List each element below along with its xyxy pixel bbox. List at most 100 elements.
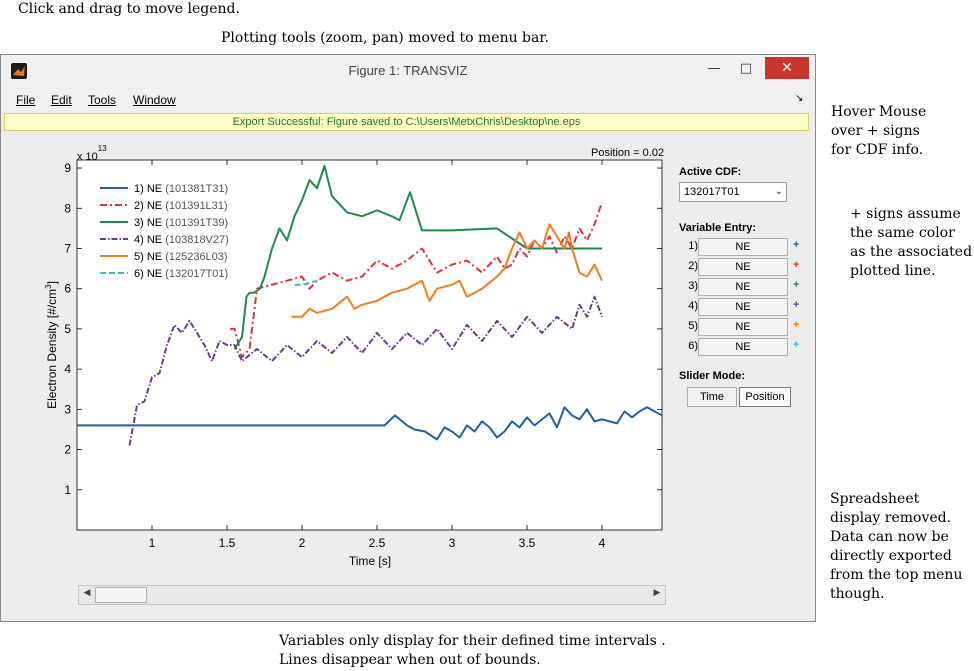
x-tick-label: 1.5 — [219, 536, 236, 550]
legend-entry-id: (101391T39) — [165, 217, 228, 229]
y-multiplier-exponent: 13 — [98, 144, 107, 153]
legend-entry-name: 3) NE — [134, 217, 165, 229]
y-tick-label: 1 — [64, 483, 71, 497]
time-mode-button[interactable]: Time — [687, 387, 737, 407]
menu-edit[interactable]: Edit — [51, 93, 72, 107]
variable-number: 2) — [688, 260, 698, 272]
annotation-plot-tools: Plotting tools (zoom, pan) moved to menu… — [221, 30, 549, 46]
legend-entry-name: 4) NE — [134, 234, 165, 246]
y-tick-label: 4 — [64, 362, 71, 376]
annotation-plus-line: + signs assume — [850, 206, 961, 222]
x-axis-label: Time [s] — [349, 554, 391, 568]
legend-entry: 2) NE (101391L31) — [134, 200, 228, 212]
legend-entry-id: (101381T31) — [165, 183, 228, 195]
annotation-legend-drag: Click and drag to move legend. — [18, 1, 240, 17]
window-title: Figure 1: TRANSVIZ — [348, 63, 468, 78]
variable-number: 6) — [688, 340, 698, 352]
variable-entry-button[interactable]: NE — [698, 338, 788, 356]
slider-thumb[interactable] — [95, 587, 147, 603]
annotation-spreadsheet-line: from the top menu — [830, 567, 963, 583]
menu-tools-label: Tools — [88, 93, 117, 107]
slider-right-arrow-icon[interactable]: ▶ — [653, 588, 661, 598]
annotation-spreadsheet-line: Spreadsheet — [830, 491, 920, 507]
annotation-variables-line: Variables only display for their defined… — [279, 633, 666, 649]
annotation-plus-line: plotted line. — [850, 263, 936, 279]
legend-entry: 1) NE (101381T31) — [134, 183, 228, 195]
chevron-down-icon: ⌄ — [774, 186, 783, 197]
annotation-hover: Hover Mouse over + signs for CDF info. — [831, 103, 926, 160]
x-tick-label: 2.5 — [369, 536, 386, 550]
y-axis-label-end: ] — [45, 281, 59, 284]
legend-entry-name: 6) NE — [134, 268, 165, 280]
y-multiplier-base: x 10 — [77, 151, 98, 163]
series-line-4 — [128, 295, 603, 446]
title-bar[interactable]: Figure 1: TRANSVIZ — □ ✕ — [1, 55, 815, 87]
position-slider[interactable]: ◀ ▶ — [78, 585, 666, 605]
variable-entry-label: Variable Entry: — [679, 222, 757, 234]
y-tick-label: 8 — [64, 201, 71, 215]
y-multiplier: x 1013 — [77, 144, 107, 163]
variable-entry-button[interactable]: NE — [698, 238, 788, 256]
variable-entry-button[interactable]: NE — [698, 318, 788, 336]
x-tick-label: 2 — [299, 536, 306, 550]
position-mode-button[interactable]: Position — [739, 387, 791, 407]
minimize-button[interactable]: — — [707, 61, 721, 76]
legend-entry-name: 2) NE — [134, 200, 165, 212]
legend-entry: 3) NE (101391T39) — [134, 217, 228, 229]
annotation-spreadsheet-line: though. — [830, 586, 885, 602]
menu-edit-label: Edit — [51, 93, 72, 107]
active-cdf-label: Active CDF: — [679, 166, 742, 178]
annotation-plus-line: the same color — [850, 225, 955, 241]
annotation-spreadsheet-line: display removed. — [830, 510, 952, 526]
cdf-info-plus-icon[interactable]: + — [793, 279, 800, 291]
legend-entry-id: (103818V27) — [165, 234, 229, 246]
x-tick-label: 1 — [149, 536, 156, 550]
y-tick-label: 5 — [64, 322, 71, 336]
annotation-plus-line: as the associated — [850, 244, 973, 260]
y-axis-label-sup: 3 — [44, 284, 53, 289]
legend-entry-id: (132017T01) — [165, 268, 228, 280]
chart-legend[interactable]: 1) NE (101381T31) 2) NE (101391L31) 3) NE … — [100, 183, 229, 280]
menu-window[interactable]: Window — [133, 93, 176, 107]
variable-entry-button[interactable]: NE — [698, 258, 788, 276]
legend-entry-id: (101391L31) — [165, 200, 227, 212]
cdf-info-plus-icon[interactable]: + — [793, 299, 800, 311]
position-readout: Position = 0.02 — [591, 147, 665, 159]
annotation-spreadsheet: Spreadsheet display removed. Data can no… — [830, 490, 962, 604]
dock-icon[interactable]: ↘ — [795, 93, 804, 104]
y-tick-label: 6 — [64, 282, 71, 296]
cdf-info-plus-icon[interactable]: + — [793, 259, 800, 271]
y-tick-label: 2 — [64, 443, 71, 457]
slider-left-arrow-icon[interactable]: ◀ — [83, 588, 91, 598]
close-button[interactable]: ✕ — [765, 57, 809, 79]
variable-entry-button[interactable]: NE — [698, 298, 788, 316]
annotation-hover-line: for CDF info. — [831, 142, 924, 158]
x-tick-label: 3 — [449, 536, 456, 550]
cdf-info-plus-icon[interactable]: + — [793, 339, 800, 351]
legend-entry: 5) NE (125236L03) — [134, 251, 228, 263]
legend-entry-name: 5) NE — [134, 251, 165, 263]
y-axis-label: Electron Density [#/cm3] — [44, 281, 59, 409]
legend-entry-id: (125236L03) — [165, 251, 227, 263]
maximize-button[interactable]: □ — [739, 61, 753, 76]
slider-mode-label: Slider Mode: — [679, 370, 746, 382]
plot-area[interactable] — [76, 159, 663, 531]
menu-file[interactable]: File — [16, 93, 35, 107]
x-tick-label: 3.5 — [519, 536, 536, 550]
series-line-2 — [230, 201, 603, 359]
menu-tools[interactable]: Tools — [88, 93, 116, 107]
y-tick-label: 7 — [64, 241, 71, 255]
active-cdf-select[interactable]: 132017T01 ⌄ — [679, 182, 787, 202]
x-tick-label: 4 — [599, 536, 606, 550]
annotation-variables-line: Lines disappear when out of bounds. — [279, 652, 541, 668]
y-tick-label: 9 — [64, 161, 71, 175]
variable-number: 4) — [688, 300, 698, 312]
export-status-bar: Export Successful: Figure saved to C:\Us… — [4, 113, 809, 131]
variable-number: 3) — [688, 280, 698, 292]
cdf-info-plus-icon[interactable]: + — [793, 319, 800, 331]
series-line-1 — [77, 406, 663, 441]
cdf-info-plus-icon[interactable]: + — [793, 239, 800, 251]
active-cdf-value: 132017T01 — [684, 186, 740, 198]
variable-entry-button[interactable]: NE — [698, 278, 788, 296]
